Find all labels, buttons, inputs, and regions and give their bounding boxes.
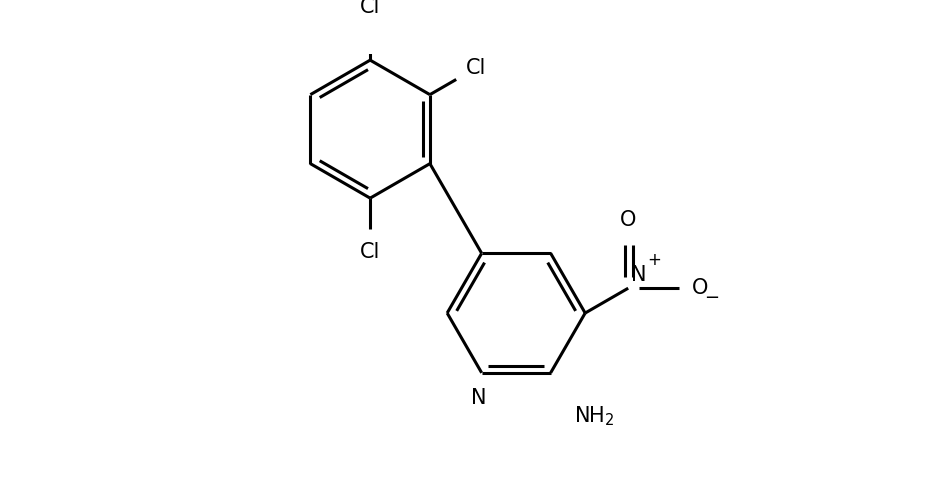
Text: O: O <box>692 278 708 298</box>
Text: Cl: Cl <box>360 0 380 16</box>
Text: N: N <box>471 388 487 408</box>
Text: +: + <box>648 251 662 269</box>
Text: N: N <box>631 265 647 285</box>
Text: O: O <box>620 210 636 230</box>
Text: Cl: Cl <box>466 58 486 78</box>
Text: NH$_2$: NH$_2$ <box>574 404 615 428</box>
Text: Cl: Cl <box>360 242 380 261</box>
Text: −: − <box>704 289 719 307</box>
